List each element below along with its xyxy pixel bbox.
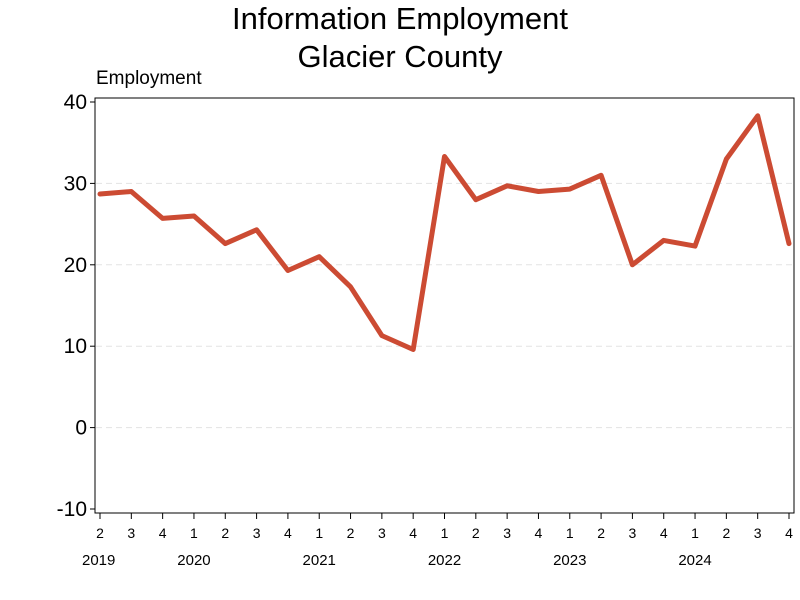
x-tick-label: 3 (629, 525, 637, 541)
x-year-label: 2020 (177, 552, 210, 569)
y-tick-label: 40 (64, 91, 87, 114)
data-point (129, 190, 133, 194)
y-axis-label: Employment (96, 68, 202, 89)
x-tick-label: 1 (190, 525, 198, 541)
data-point (192, 214, 196, 218)
x-axis: 2 3 4 1 2 3 4 1 2 3 4 1 2 3 4 1 2 3 4 1 2 3 4 2019 2020 2021 2022 2… (82, 513, 793, 569)
series-layer (97, 113, 792, 352)
data-point (380, 334, 384, 338)
x-tick-label: 3 (754, 525, 762, 541)
x-tick-label: 1 (691, 525, 699, 541)
y-tick-label: 0 (75, 417, 87, 440)
x-tick-label: 4 (159, 525, 167, 541)
data-point (568, 187, 572, 191)
data-point (474, 198, 478, 202)
data-point (505, 184, 509, 188)
x-tick-label: 4 (284, 525, 292, 541)
x-tick-label: 3 (378, 525, 386, 541)
data-point (693, 244, 697, 248)
x-tick-label: 1 (566, 525, 574, 541)
y-tick-label: 10 (64, 335, 87, 358)
y-tick-label: 20 (64, 254, 87, 277)
data-point (286, 268, 290, 272)
data-point (349, 285, 353, 289)
x-tick-label: 3 (127, 525, 135, 541)
y-tick-label: -10 (57, 498, 87, 521)
x-tick-label: 2 (347, 525, 355, 541)
y-axis: -10 0 10 20 30 40 (57, 91, 95, 521)
chart-title-line-1: Information Employment (232, 1, 568, 36)
x-tick-label: 4 (409, 525, 417, 541)
x-tick-label: 3 (253, 525, 261, 541)
data-point (662, 238, 666, 242)
x-year-label: 2019 (82, 552, 115, 569)
x-tick-label: 4 (535, 525, 543, 541)
gridlines (96, 182, 793, 429)
x-tick-label: 1 (441, 525, 449, 541)
data-point (411, 347, 415, 351)
data-point (161, 216, 165, 220)
data-point (599, 173, 603, 177)
data-point (630, 263, 634, 267)
data-point (317, 255, 321, 259)
data-point (787, 242, 791, 246)
data-point (443, 155, 446, 159)
x-tick-label: 2 (472, 525, 480, 541)
y-tick-label: 30 (64, 172, 87, 195)
data-point (536, 190, 540, 194)
data-point (724, 157, 728, 161)
x-tick-label: 1 (315, 525, 323, 541)
x-tick-label: 3 (503, 525, 511, 541)
x-tick-label: 2 (221, 525, 229, 541)
data-point (756, 114, 760, 118)
x-year-label: 2021 (303, 552, 336, 569)
series-line (97, 113, 792, 352)
x-year-label: 2023 (553, 552, 586, 569)
x-tick-label: 2 (597, 525, 605, 541)
x-tick-label: 2 (96, 525, 104, 541)
x-tick-label: 2 (722, 525, 730, 541)
x-year-label: 2022 (428, 552, 461, 569)
x-year-label: 2024 (678, 552, 711, 569)
x-tick-label: 4 (785, 525, 793, 541)
data-point (255, 228, 259, 232)
data-point (98, 192, 102, 196)
chart-title-line-2: Glacier County (297, 39, 503, 74)
data-point (223, 242, 227, 246)
x-tick-label: 4 (660, 525, 668, 541)
